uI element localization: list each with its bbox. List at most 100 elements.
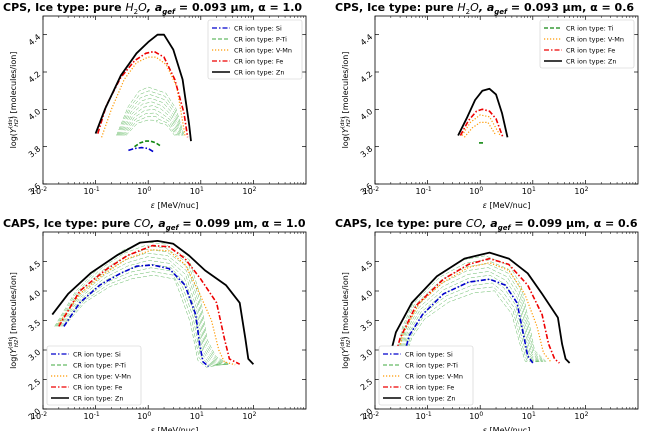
series-group	[457, 87, 509, 144]
series-line-si	[128, 146, 155, 153]
series-line-p-ti	[402, 282, 540, 363]
series-line-p-ti	[57, 252, 228, 366]
series-line-p-ti	[117, 90, 184, 136]
x-axis-label: ε [MeV/nuc]	[151, 426, 199, 431]
legend-label: CR ion type: Fe	[73, 384, 122, 392]
y-axis-label: log(Y(dir)H2) [molecules/ion]	[8, 272, 20, 369]
legend-box	[207, 19, 303, 80]
y-tick-label: 3.5	[359, 318, 375, 333]
series-line-fe	[58, 244, 241, 365]
y-tick-label: 4.5	[359, 259, 375, 274]
plot-frame	[374, 15, 639, 185]
series-line-v-mn	[58, 249, 236, 366]
legend-label: CR ion type: Zn	[566, 58, 616, 66]
legend-label: CR ion type: Zn	[234, 69, 284, 77]
legend-label: CR ion type: Si	[73, 351, 121, 359]
series-line-p-ti	[123, 112, 178, 136]
y-tick-label: 2.5	[359, 377, 375, 392]
y-tick-label: 4.0	[27, 289, 43, 304]
y-tick-label: 4.2	[359, 70, 375, 85]
y-tick-label: 3.8	[359, 144, 375, 159]
y-tick-label: 4.0	[359, 289, 375, 304]
series-line-p-ti	[399, 271, 543, 363]
series-line-zn	[457, 87, 509, 138]
x-axis-label: ε [MeV/nuc]	[151, 201, 199, 210]
chart-title: CAPS, Ice type: pure CO, agef = 0.099 µm…	[335, 217, 638, 232]
series-line-v-mn-2	[461, 114, 501, 136]
y-tick-label: 3.5	[27, 318, 43, 333]
x-tick-label: 102	[242, 411, 256, 421]
x-tick-label: 102	[574, 411, 588, 421]
series-line-p-ti	[59, 260, 226, 366]
series-line-p-ti	[118, 94, 183, 136]
x-tick-label: 101	[522, 186, 536, 196]
legend-label: CR ion type: Si	[234, 25, 282, 33]
series-line-v-mn	[101, 56, 186, 138]
series-line-zn	[51, 240, 255, 365]
legend: CR ion type: Ti CR ion type: V-Mn CR ion t…	[539, 19, 635, 69]
x-tick-label: 100	[137, 186, 151, 196]
chart-panel-4: CAPS, Ice type: pure CO, agef = 0.099 µm…	[335, 217, 639, 431]
series-line-p-ti	[400, 274, 542, 363]
y-tick-label: 4.5	[27, 259, 43, 274]
legend-label: CR ion type: Si	[405, 351, 453, 359]
series-line-p-ti	[58, 256, 227, 366]
series-line-p-ti	[405, 290, 537, 363]
series-line-p-ti	[124, 116, 177, 136]
legend-label: CR ion type: V-Mn	[405, 373, 463, 381]
series-line-p-ti	[119, 101, 181, 136]
legend-box	[539, 19, 635, 69]
x-tick-label: 101	[190, 186, 204, 196]
y-tick-label: 4.4	[359, 32, 375, 47]
legend-label: CR ion type: P-Ti	[73, 362, 126, 370]
series-group	[51, 240, 255, 368]
y-tick-label: 4.2	[27, 70, 43, 85]
chart-panel-3: CAPS, Ice type: pure CO, agef = 0.099 µm…	[3, 217, 307, 431]
series-line-p-ti	[116, 86, 185, 136]
legend-label: CR ion type: Zn	[405, 395, 455, 403]
series-line-p-ti	[55, 245, 230, 366]
x-tick-label: 102	[242, 186, 256, 196]
x-tick-label: 100	[469, 411, 483, 421]
x-tick-label: 10-1	[84, 186, 100, 196]
series-line-p-ti	[118, 97, 182, 136]
series-group	[94, 33, 192, 153]
series-line-p-ti	[61, 267, 224, 366]
legend-label: CR ion type: V-Mn	[73, 373, 131, 381]
series-line-p-ti	[54, 241, 231, 366]
x-tick-label: 100	[137, 411, 151, 421]
y-tick-label: 3.8	[27, 144, 43, 159]
legend: CR ion type: Si CR ion type: P-Ti CR ion t…	[207, 19, 303, 80]
x-tick-label: 10-2	[31, 411, 47, 421]
legend-label: CR ion type: Ti	[566, 25, 614, 33]
legend-label: CR ion type: Zn	[73, 395, 123, 403]
series-line-p-ti	[122, 109, 179, 136]
x-tick-label: 10-1	[416, 186, 432, 196]
chart-title: CAPS, Ice type: pure CO, agef = 0.099 µm…	[3, 217, 306, 232]
x-tick-label: 100	[469, 186, 483, 196]
y-tick-label: 4.4	[27, 32, 43, 47]
series-line-p-ti	[398, 267, 544, 363]
legend: CR ion type: Si CR ion type: P-Ti CR ion t…	[378, 345, 474, 406]
legend: CR ion type: Si CR ion type: P-Ti CR ion t…	[46, 345, 142, 406]
legend-box	[46, 345, 142, 406]
y-tick-label: 3.0	[359, 348, 375, 363]
y-tick-label: 4.0	[27, 107, 43, 122]
series-line-fe	[459, 108, 504, 138]
x-tick-label: 102	[574, 186, 588, 196]
legend-label: CR ion type: Fe	[234, 58, 283, 66]
legend-label: CR ion type: Fe	[405, 384, 454, 392]
chart-panel-2: CPS, Ice type: pure H2O, agef = 0.093 µm…	[335, 1, 639, 210]
series-line-p-ti	[403, 286, 539, 363]
chart-panel-1: CPS, Ice type: pure H2O, agef = 0.093 µm…	[3, 1, 307, 210]
plot-frame	[42, 15, 307, 185]
series-line-p-ti	[125, 119, 175, 136]
y-tick-label: 2.5	[27, 377, 43, 392]
y-tick-label: 4.0	[359, 107, 375, 122]
y-axis-label: log(Y(dir)H2) [molecules/ion]	[340, 52, 352, 149]
y-axis-label: log(Y(dir)H2) [molecules/ion]	[8, 52, 20, 149]
chart-title: CPS, Ice type: pure H2O, agef = 0.093 µm…	[3, 1, 302, 16]
x-tick-label: 10-1	[84, 411, 100, 421]
legend-label: CR ion type: V-Mn	[234, 47, 292, 55]
legend-label: CR ion type: Fe	[566, 47, 615, 55]
